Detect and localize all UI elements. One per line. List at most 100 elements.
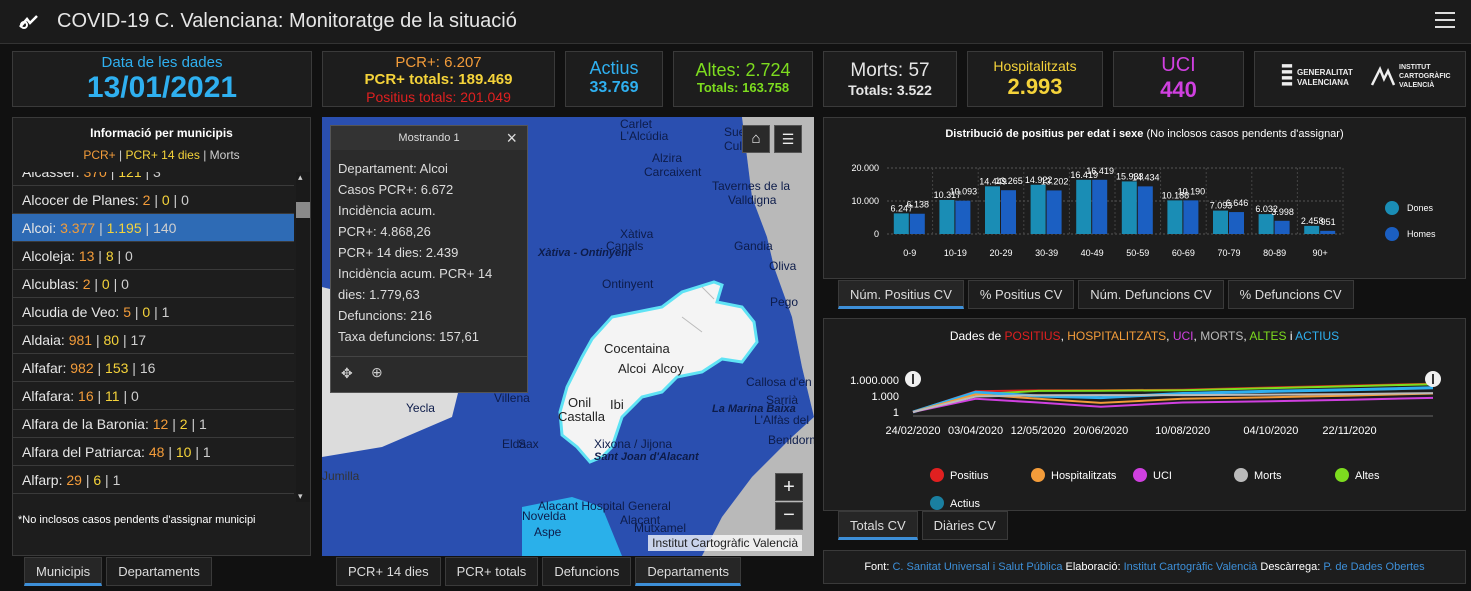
date-value: 13/01/2021 <box>86 71 238 105</box>
close-icon[interactable]: × <box>506 128 517 148</box>
x-tick-label: 20/06/2020 <box>1073 425 1128 437</box>
tab-num-defuncions[interactable]: Núm. Defuncions CV <box>1078 280 1224 309</box>
list-item[interactable]: Alcudia de Veo: 5 | 0 | 1 <box>12 298 294 326</box>
pan-to-icon[interactable]: ✥ <box>341 365 353 381</box>
municipi-pcr: 12 <box>152 416 169 432</box>
series-legend-item[interactable]: UCI <box>1133 468 1172 482</box>
tab-departaments-map[interactable]: Departaments <box>635 557 742 586</box>
series-chart[interactable]: 1.000.000 1.000 1 24/02/2020 03/04/2020 12/05… <box>823 360 1466 444</box>
y-tick-label: 1 <box>893 407 899 419</box>
list-item[interactable]: Alcoleja: 13 | 8 | 0 <box>12 242 294 270</box>
list-item[interactable]: Alcocer de Planes: 2 | 0 | 0 <box>12 186 294 214</box>
tab-pcr-totals[interactable]: PCR+ totals <box>444 557 539 586</box>
list-item[interactable]: Alfarp: 29 | 6 | 1 <box>12 466 294 494</box>
municipi-pcr14: 2 <box>179 416 188 432</box>
tab-pct-defuncions[interactable]: % Defuncions CV <box>1227 280 1354 309</box>
legend-swatch <box>1385 201 1399 215</box>
list-item[interactable]: Alfafar: 982 | 153 | 16 <box>12 354 294 382</box>
bar-data-label: 10.190 <box>1178 186 1206 196</box>
hamburger-menu-icon[interactable] <box>1435 12 1455 30</box>
municipi-name: Aldaia: <box>22 332 65 348</box>
municipi-pcr14: 1.195 <box>106 220 142 236</box>
bar-homes <box>1046 190 1062 234</box>
municipi-pcr14: 6 <box>93 472 102 488</box>
x-tick-label: 03/04/2020 <box>948 425 1003 437</box>
x-tick-label: 22/11/2020 <box>1322 425 1376 437</box>
scroll-thumb[interactable] <box>296 202 310 218</box>
scroll-down-icon[interactable]: ▾ <box>298 491 303 501</box>
tab-defuncions[interactable]: Defuncions <box>542 557 632 586</box>
bar-dones <box>1213 210 1228 234</box>
municipis-tabs: Municipis Departaments <box>24 557 212 586</box>
bar-homes <box>1001 190 1016 234</box>
tab-pcr14[interactable]: PCR+ 14 dies <box>336 557 441 586</box>
morts-totals: Totals: 3.522 <box>848 81 932 98</box>
zoom-out-button[interactable]: − <box>775 502 803 530</box>
x-tick-label: 10-19 <box>944 248 967 258</box>
list-item[interactable]: Alfarrasí: 57 | 11 | 0 <box>12 494 294 502</box>
list-item[interactable]: Alfafara: 16 | 11 | 0 <box>12 382 294 410</box>
list-item[interactable]: Alfara del Patriarca: 48 | 10 | 1 <box>12 438 294 466</box>
bar-dones <box>1167 200 1183 234</box>
bar-data-label: 7.093 <box>1210 201 1233 211</box>
list-item[interactable]: Alcoi: 3.377 | 1.195 | 140 <box>12 214 294 242</box>
source-link[interactable]: C. Sanitat Universal i Salut Pública <box>892 561 1063 573</box>
zoom-to-icon[interactable]: ⊕ <box>371 364 383 380</box>
map-place-label: Ontinyent <box>602 277 654 291</box>
bar-data-label: 16.419 <box>1070 170 1098 180</box>
series-legend-item[interactable]: Positius <box>930 468 989 482</box>
tab-diaries-cv[interactable]: Diàries CV <box>921 511 1008 540</box>
municipi-pcr: 29 <box>66 472 82 488</box>
series-legend-item[interactable]: Hospitalitzats <box>1031 468 1116 482</box>
municipi-morts: 1 <box>198 416 207 432</box>
bar-data-label: 2.458 <box>1301 216 1324 226</box>
municipis-note: *No inclosos casos pendents d'assignar m… <box>18 514 256 526</box>
list-scrollbar[interactable]: ▴ ▾ <box>296 172 310 502</box>
municipi-morts: 1 <box>161 304 170 320</box>
home-button[interactable]: ⌂ <box>742 125 770 153</box>
list-item[interactable]: Aldaia: 981 | 80 | 17 <box>12 326 294 354</box>
scroll-up-icon[interactable]: ▴ <box>298 172 303 182</box>
municipi-pcr14: 0 <box>101 276 110 292</box>
bar-data-label: 951 <box>1321 217 1336 227</box>
series-legend-item[interactable]: Altes <box>1335 468 1379 482</box>
map-place-label: Callosa d'en <box>746 375 812 389</box>
series-legend-item[interactable]: Actius <box>930 496 980 510</box>
map-place-label: Yecla <box>406 401 435 415</box>
map-place-label: Ibi <box>610 397 624 412</box>
list-item[interactable]: Alfara de la Baronia: 12 | 2 | 1 <box>12 410 294 438</box>
bar-dones <box>893 213 909 234</box>
municipi-name: Alcublas: <box>22 276 79 292</box>
zoom-in-button[interactable]: + <box>775 473 803 501</box>
popup-body: Departament: Alcoi Casos PCR+: 6.672 Incid… <box>331 150 527 355</box>
municipi-pcr: 981 <box>68 332 93 348</box>
list-item[interactable]: Alcublas: 2 | 0 | 0 <box>12 270 294 298</box>
series-legend-item[interactable]: Morts <box>1234 468 1282 482</box>
tab-num-positius[interactable]: Núm. Positius CV <box>838 280 964 309</box>
download-link[interactable]: P. de Dades Obertes <box>1323 561 1425 573</box>
bar-homes <box>909 213 925 234</box>
municipis-list[interactable]: Alcàsser: 370 | 121 | 3 Alcocer de Planes… <box>12 172 294 502</box>
municipi-pcr: 370 <box>83 172 107 180</box>
altes-totals: Totals: 163.758 <box>696 79 790 95</box>
tab-totals-cv[interactable]: Totals CV <box>838 511 918 540</box>
bar-data-label: 10.093 <box>950 187 978 197</box>
elaboration-link[interactable]: Institut Cartogràfic Valencià <box>1123 561 1258 573</box>
bar-dones <box>1076 179 1092 234</box>
list-item[interactable]: Alcàsser: 370 | 121 | 3 <box>12 172 294 186</box>
legend-morts: Morts <box>209 148 240 162</box>
tab-pct-positius[interactable]: % Positius CV <box>967 280 1075 309</box>
legend-label: Hospitalitzats <box>1051 470 1117 482</box>
municipi-name: Alcudia de Veo: <box>22 304 120 320</box>
tab-municipis[interactable]: Municipis <box>24 557 103 586</box>
municipi-pcr14: 10 <box>175 444 192 460</box>
bar-data-label: 3.998 <box>1271 207 1294 217</box>
municipi-morts: 0 <box>121 276 129 292</box>
municipi-name: Alcoi: <box>22 220 57 236</box>
tab-departaments-list[interactable]: Departaments <box>106 557 212 586</box>
legend-list-button[interactable]: ☰ <box>774 125 802 153</box>
legend-pcr: PCR+ <box>83 148 116 162</box>
date-label: Data de les dades <box>101 54 223 71</box>
municipis-legend: PCR+ | PCR+ 14 dies | Morts <box>83 148 240 162</box>
municipis-title: Informació per municipis <box>90 126 233 140</box>
